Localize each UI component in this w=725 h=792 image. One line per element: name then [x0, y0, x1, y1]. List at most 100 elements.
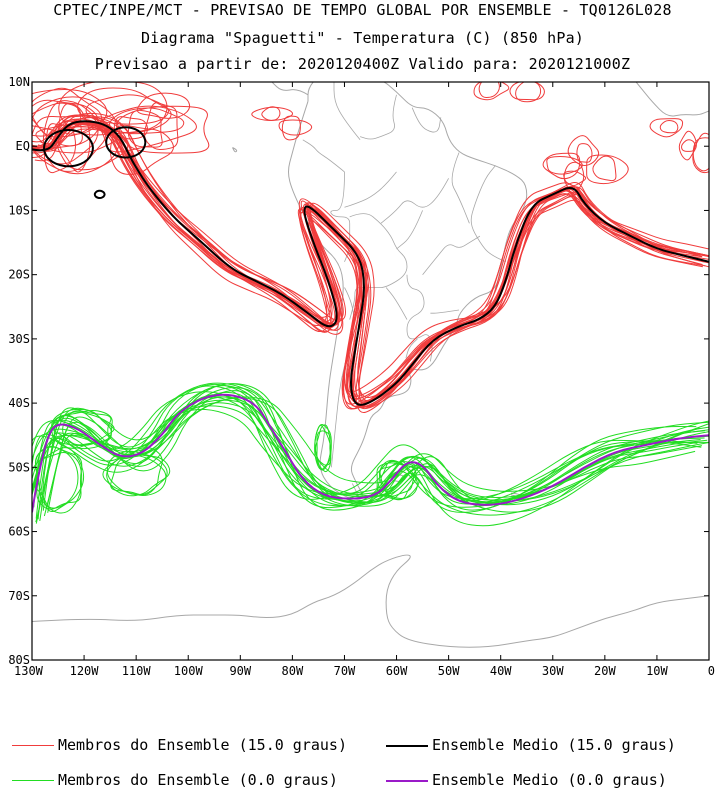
legend-label-members-0: Membros do Ensemble (0.0 graus) [58, 771, 338, 789]
member-0-contour [32, 383, 709, 511]
border-segment [411, 107, 442, 133]
member-15-loop [592, 155, 617, 182]
legend-swatch-members-15 [12, 745, 54, 746]
coastline-segment [232, 147, 238, 153]
member-15-loop [473, 82, 510, 101]
member-15-loop [32, 102, 83, 151]
lat-label: 30S [8, 332, 30, 346]
lon-label: 10W [646, 664, 668, 678]
border-segment [385, 287, 408, 320]
border-segment [470, 165, 507, 263]
member-15-loop [563, 170, 587, 187]
ensemble-mean-0-line [32, 393, 709, 513]
ensemble-members-0-layer [32, 382, 709, 527]
border-segment [430, 309, 460, 314]
border-segment [422, 235, 481, 275]
member-0-contour [41, 396, 709, 527]
lon-label: 30W [542, 664, 564, 678]
member-0-lobe [376, 462, 417, 501]
lon-label: 110W [122, 664, 152, 678]
title-line-2: Diagrama "Spaguetti" - Temperatura (C) (… [140, 29, 585, 47]
legend-members-15: Membros do Ensemble (15.0 graus) [12, 736, 347, 754]
member-15-loop [127, 109, 163, 148]
legend-swatch-mean-0 [386, 779, 428, 782]
member-15-loop [509, 82, 545, 101]
member-0-lobe [34, 446, 79, 509]
member-15-loop [251, 106, 293, 121]
title-line-3: Previsao a partir de: 2020120400Z Valido… [94, 55, 631, 73]
coastline-segment [271, 82, 309, 96]
member-15-loop [678, 130, 697, 161]
border-segment [302, 139, 345, 173]
member-15-loop [515, 82, 542, 103]
border-segment [380, 178, 449, 224]
member-15-loop [478, 82, 500, 99]
lat-label: EQ [16, 139, 30, 153]
member-15-loop [567, 135, 600, 166]
member-15-loop [116, 105, 210, 154]
member-0-lobe [377, 461, 418, 500]
lon-label: 70W [334, 664, 356, 678]
lon-label: 0 [708, 664, 715, 678]
member-0-contour [39, 405, 702, 521]
member-15-loop [261, 106, 281, 121]
border-segment [451, 152, 470, 224]
member-0-contour [46, 402, 708, 510]
member-0-lobe [53, 411, 115, 446]
member-15-loop [542, 152, 581, 180]
member-15-loop [659, 119, 679, 134]
ensemble-mean-15-loop [105, 126, 147, 159]
member-15-loop [681, 139, 696, 152]
member-15-loop [563, 161, 585, 196]
lat-label: 70S [8, 589, 30, 603]
lon-label: 90W [229, 664, 251, 678]
lon-label: 120W [70, 664, 100, 678]
member-15-loop [649, 118, 684, 138]
member-15-loop [692, 132, 709, 174]
member-15-loop [32, 115, 99, 165]
coastline-segment [635, 82, 709, 117]
title-line-1: CPTEC/INPE/MCT - PREVISAO DE TEMPO GLOBA… [53, 1, 672, 19]
legend-swatch-members-0 [12, 780, 54, 781]
lon-label: 40W [490, 664, 512, 678]
lon-label: 100W [174, 664, 204, 678]
border-segment [405, 338, 418, 359]
coastline-layer [32, 10, 709, 648]
map-frame [31, 81, 710, 661]
ensemble-mean-15-loop [93, 189, 106, 200]
member-15-contour [37, 122, 709, 400]
ensemble-mean-15-loop [42, 129, 94, 168]
member-0-lobe [51, 409, 113, 449]
ensemble-mean-layer [32, 120, 709, 513]
coastline-segment [32, 554, 709, 648]
member-15-loop [32, 87, 103, 147]
member-15-loop [113, 116, 148, 140]
lon-label: 50W [438, 664, 460, 678]
border-segment [396, 210, 423, 250]
member-15-contour [32, 117, 709, 402]
member-15-loop [143, 102, 179, 151]
member-15-loop [546, 155, 583, 175]
member-15-loop [109, 107, 185, 135]
lon-label: 130W [14, 664, 44, 678]
member-0-lobe [315, 424, 332, 466]
coastline-segment [204, 10, 277, 79]
legend-label-members-15: Membros do Ensemble (15.0 graus) [58, 736, 347, 754]
member-0-contour [37, 382, 709, 520]
member-15-loop [32, 96, 121, 175]
lon-label: 20W [594, 664, 616, 678]
legend-mean-15: Ensemble Medio (15.0 graus) [386, 736, 676, 754]
member-15-loop [586, 154, 629, 185]
border-segment [333, 82, 361, 141]
member-0-contour [32, 383, 709, 508]
member-0-lobe [51, 408, 112, 446]
border-segment [349, 213, 408, 320]
lat-label: 10N [8, 75, 30, 89]
lat-label: 20S [8, 268, 30, 282]
member-15-loop [692, 137, 709, 172]
member-15-loop [278, 119, 313, 136]
member-0-contour [35, 391, 705, 519]
member-0-lobe [106, 450, 168, 496]
legend-label-mean-0: Ensemble Medio (0.0 graus) [432, 771, 667, 789]
